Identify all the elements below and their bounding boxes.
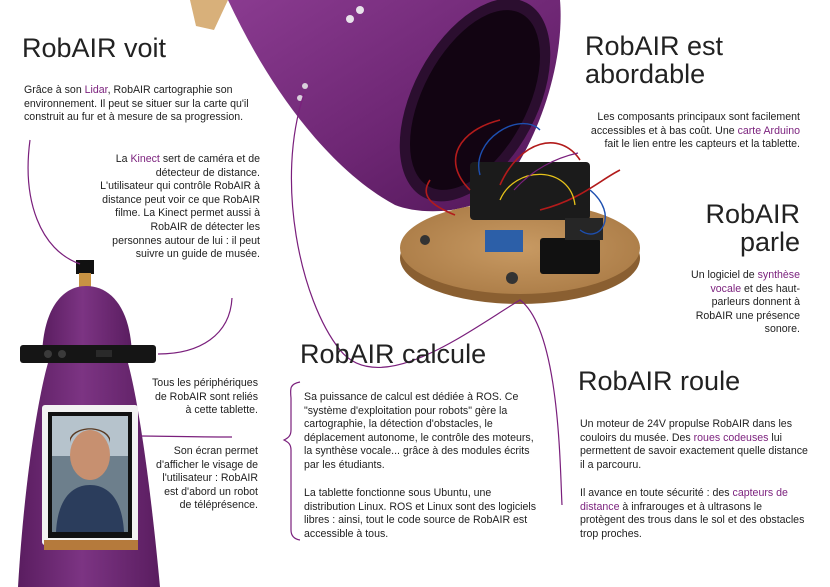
tablette-paragraph-2: Son écran permet d'afficher le visage de… <box>156 445 258 512</box>
section-title-calcule: RobAIR calcule <box>300 339 487 369</box>
capteurs-highlight: capteurs de distance <box>580 487 788 513</box>
parle-title-line1: RobAIR <box>705 199 800 229</box>
connector-lines <box>27 93 579 541</box>
section-title-voit: RobAIR voit <box>22 33 167 63</box>
wood-panel <box>190 0 228 30</box>
roule-p1-a: Un moteur de 24V propulse RobAIR dans le… <box>580 418 792 444</box>
abordable-p1-a: Les composants principaux sont facilemen… <box>590 111 800 137</box>
electronics-board <box>400 119 640 304</box>
roues-highlight: roues codeuses <box>693 431 769 444</box>
roule-p1-b: lui permettent de savoir exactement quel… <box>580 431 808 471</box>
voit-p2-b: sert de caméra et de détecteur de distan… <box>100 153 260 261</box>
abordable-title-line2: abordable <box>585 59 706 90</box>
robot-shell <box>228 0 561 212</box>
parle-p1-b: et des haut-parleurs donnent à RobAIR un… <box>695 282 800 336</box>
voit-p1-b: , RobAIR cartographie son environnement.… <box>24 84 249 124</box>
voit-lidar-paragraph: Grâce à son Lidar, RobAIR cartographie s… <box>24 84 279 125</box>
abordable-title-line1: RobAIR est <box>585 31 724 61</box>
tablette-paragraph-1: Tous les périphériques de RobAIR sont re… <box>152 377 258 417</box>
arduino-highlight: carte Arduino <box>737 124 800 137</box>
roule-p2-b: à infrarouges et à ultrasons le protègen… <box>580 500 805 540</box>
voit-p1-a: Grâce à son <box>24 84 85 96</box>
parle-title-line2: parle <box>739 227 800 258</box>
section-title-parle: RobAIR parle <box>660 200 800 257</box>
section-title-abordable: RobAIR est abordable <box>585 32 723 89</box>
roule-paragraph-1: Un moteur de 24V propulse RobAIR dans le… <box>580 418 808 472</box>
section-title-roule: RobAIR roule <box>578 366 741 396</box>
synthese-highlight: synthèse vocale <box>710 269 800 295</box>
roule-paragraph-2: Il avance en toute sécurité : des capteu… <box>580 487 808 541</box>
parle-p1-a: Un logiciel de <box>691 269 758 281</box>
calcule-paragraph-1: Sa puissance de calcul est dédiée à ROS.… <box>304 391 534 471</box>
voit-p2-a: La <box>115 153 131 165</box>
abordable-paragraph: Les composants principaux sont facilemen… <box>584 111 800 152</box>
voit-kinect-paragraph: La Kinect sert de caméra et de détecteur… <box>100 153 260 262</box>
abordable-p1-b: fait le lien entre les capteurs et la ta… <box>604 138 800 151</box>
calcule-paragraph-2: La tablette fonctionne sous Ubuntu, une … <box>304 487 537 540</box>
roule-p2-a: Il avance en toute sécurité : des <box>580 487 733 499</box>
parle-paragraph: Un logiciel de synthèse vocale et des ha… <box>680 269 800 337</box>
kinect-highlight: Kinect <box>130 153 160 165</box>
robot-photo <box>18 260 160 587</box>
lidar-highlight: Lidar <box>84 84 108 96</box>
